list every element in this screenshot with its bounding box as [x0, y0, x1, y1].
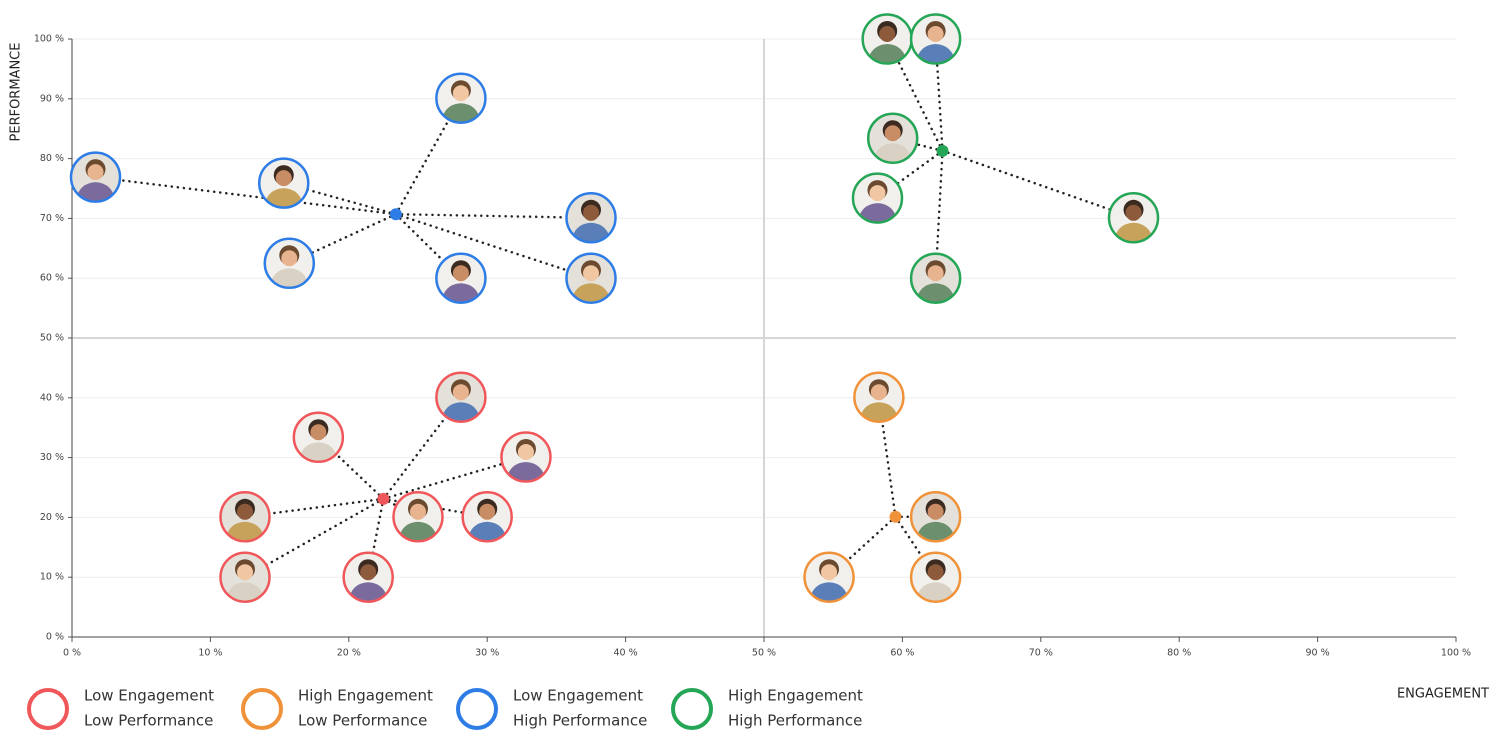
y-tick-label: 100 % — [34, 34, 64, 45]
y-tick-label: 20 % — [40, 512, 64, 523]
avatar-face — [88, 164, 104, 180]
student-avatar — [265, 239, 314, 290]
student-avatar — [71, 153, 120, 204]
student-avatar — [911, 254, 960, 305]
avatar-face — [410, 504, 426, 520]
avatar-face — [360, 564, 376, 580]
avatar-face — [928, 26, 944, 42]
x-tick-label: 60 % — [890, 648, 914, 659]
legend-label: High Engagement — [728, 687, 863, 705]
connector — [396, 214, 591, 218]
group-center — [937, 145, 949, 157]
avatar-face — [276, 170, 292, 186]
connector — [943, 151, 1134, 218]
x-tick-label: 30 % — [475, 648, 499, 659]
legend-label: High Engagement — [298, 687, 433, 705]
y-tick-label: 40 % — [40, 392, 64, 403]
legend-label: High Performance — [513, 712, 647, 730]
x-tick-label: 50 % — [752, 648, 776, 659]
avatar-face — [237, 504, 253, 520]
avatar-face — [281, 250, 297, 266]
avatar-face — [821, 564, 837, 580]
y-tick-label: 10 % — [40, 572, 64, 583]
avatar-face — [310, 424, 326, 440]
y-tick-label: 70 % — [40, 213, 64, 224]
student-avatar — [221, 492, 270, 543]
student-avatar — [463, 492, 512, 543]
legend-label: Low Engagement — [513, 687, 643, 705]
avatar-face — [928, 265, 944, 281]
legend-swatch — [458, 690, 496, 728]
x-tick-label: 70 % — [1029, 648, 1053, 659]
avatar-face — [237, 564, 253, 580]
avatar-face — [479, 504, 495, 520]
student-avatar — [911, 553, 960, 604]
legend-swatch — [29, 690, 67, 728]
legend-swatch — [243, 690, 281, 728]
student-avatar — [868, 114, 917, 165]
student-avatar — [501, 433, 550, 484]
x-tick-label: 40 % — [614, 648, 638, 659]
x-tick-label: 0 % — [63, 648, 81, 659]
student-avatar — [567, 254, 616, 305]
y-tick-label: 80 % — [40, 153, 64, 164]
student-avatar — [259, 159, 308, 210]
student-avatar — [911, 492, 960, 543]
chart: PERFORMANCE ENGAGEMENT 0 % 10 % 20 % 30 % 40… — [0, 0, 1507, 734]
x-tick-label: 20 % — [337, 648, 361, 659]
student-avatar — [805, 553, 854, 604]
legend-label: High Performance — [728, 712, 862, 730]
y-tick-label: 90 % — [40, 93, 64, 104]
points — [71, 15, 1158, 604]
student-avatar — [1109, 193, 1158, 244]
avatar-face — [871, 384, 887, 400]
x-tick-label: 90 % — [1306, 648, 1330, 659]
legend-label: Low Engagement — [84, 687, 214, 705]
page: {"chart_data": { "type": "scatter", "x_l… — [0, 0, 1507, 734]
student-avatar — [863, 15, 912, 66]
y-tick-label: 50 % — [40, 333, 64, 344]
student-avatar — [854, 373, 903, 424]
x-axis-title: ENGAGEMENT — [1397, 687, 1489, 702]
avatar-face — [869, 185, 885, 201]
avatar-face — [885, 125, 901, 141]
avatar-face — [928, 504, 944, 520]
student-avatar — [394, 492, 443, 543]
avatar-face — [928, 564, 944, 580]
y-tick-label: 0 % — [46, 632, 64, 643]
student-avatar — [436, 74, 485, 125]
avatar-face — [518, 444, 534, 460]
legend-label: Low Performance — [84, 712, 213, 730]
student-avatar — [567, 193, 616, 244]
avatar-face — [453, 265, 469, 281]
connector — [96, 177, 396, 214]
y-tick-label: 30 % — [40, 452, 64, 463]
group-center — [390, 208, 402, 220]
student-avatar — [853, 174, 902, 225]
student-avatar — [294, 413, 343, 464]
connector — [396, 214, 591, 278]
student-avatar — [436, 254, 485, 305]
x-tick-label: 80 % — [1167, 648, 1191, 659]
group-center — [889, 511, 901, 523]
x-tick-label: 10 % — [198, 648, 222, 659]
avatar-face — [583, 205, 599, 221]
y-tick-label: 60 % — [40, 273, 64, 284]
group-center — [377, 493, 389, 505]
avatar-face — [583, 265, 599, 281]
avatar-face — [1126, 205, 1142, 221]
student-avatar — [344, 553, 393, 604]
legend-label: Low Performance — [298, 712, 427, 730]
avatar-face — [453, 85, 469, 101]
legend-swatch — [673, 690, 711, 728]
avatar-face — [453, 384, 469, 400]
student-avatar — [436, 373, 485, 424]
student-avatar — [221, 553, 270, 604]
x-tick-label: 100 % — [1441, 648, 1471, 659]
avatar-face — [879, 26, 895, 42]
y-axis-title: PERFORMANCE — [9, 43, 24, 142]
student-avatar — [911, 15, 960, 66]
